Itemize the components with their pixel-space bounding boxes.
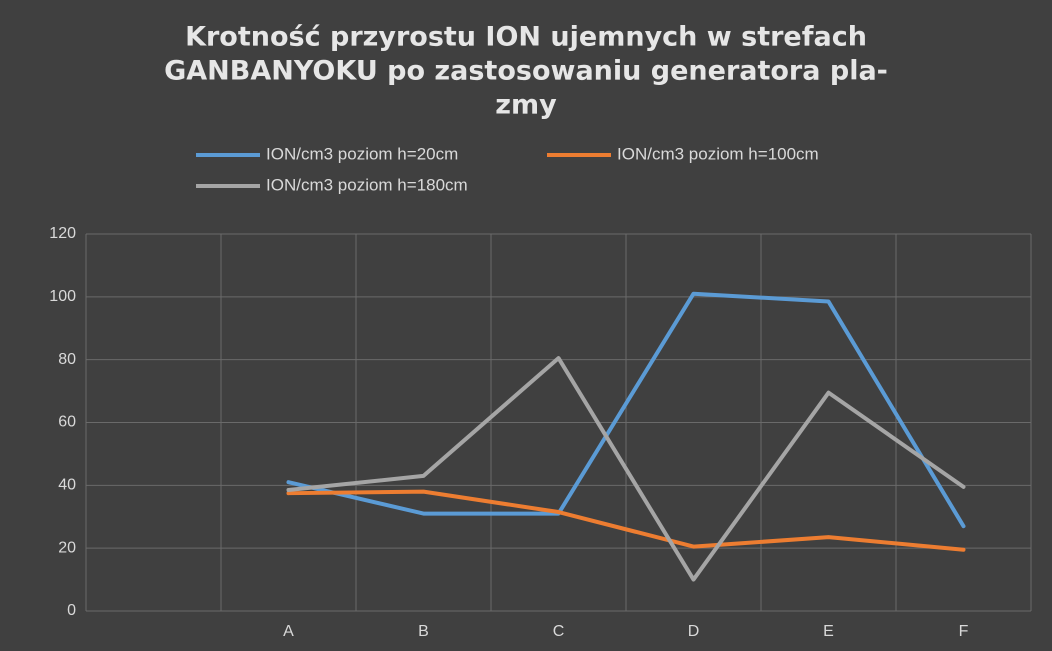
y-tick-label: 20 — [58, 539, 76, 556]
y-tick-label: 40 — [58, 477, 76, 494]
chart-title: GANBANYOKU po zastosowaniu generatora pl… — [164, 56, 888, 87]
x-tick-label: E — [823, 623, 834, 640]
y-tick-label: 60 — [58, 414, 76, 431]
y-tick-label: 80 — [58, 351, 76, 368]
series-line — [286, 356, 966, 582]
y-tick-label: 100 — [49, 288, 76, 305]
series-line — [286, 489, 966, 552]
legend-label: ION/cm3 poziom h=20cm — [266, 144, 458, 163]
y-tick-label: 0 — [67, 602, 76, 619]
x-tick-label: A — [283, 623, 294, 640]
legend-label: ION/cm3 poziom h=100cm — [617, 144, 819, 163]
x-tick-label: D — [688, 623, 700, 640]
x-tick-label: C — [553, 623, 565, 640]
y-tick-label: 120 — [49, 225, 76, 242]
chart-title: Krotność przyrostu ION ujemnych w strefa… — [185, 22, 867, 53]
x-tick-label: F — [959, 623, 969, 640]
x-tick-label: B — [418, 623, 429, 640]
chart-title: zmy — [495, 90, 557, 121]
legend-label: ION/cm3 poziom h=180cm — [266, 175, 468, 194]
series-line — [286, 291, 966, 529]
